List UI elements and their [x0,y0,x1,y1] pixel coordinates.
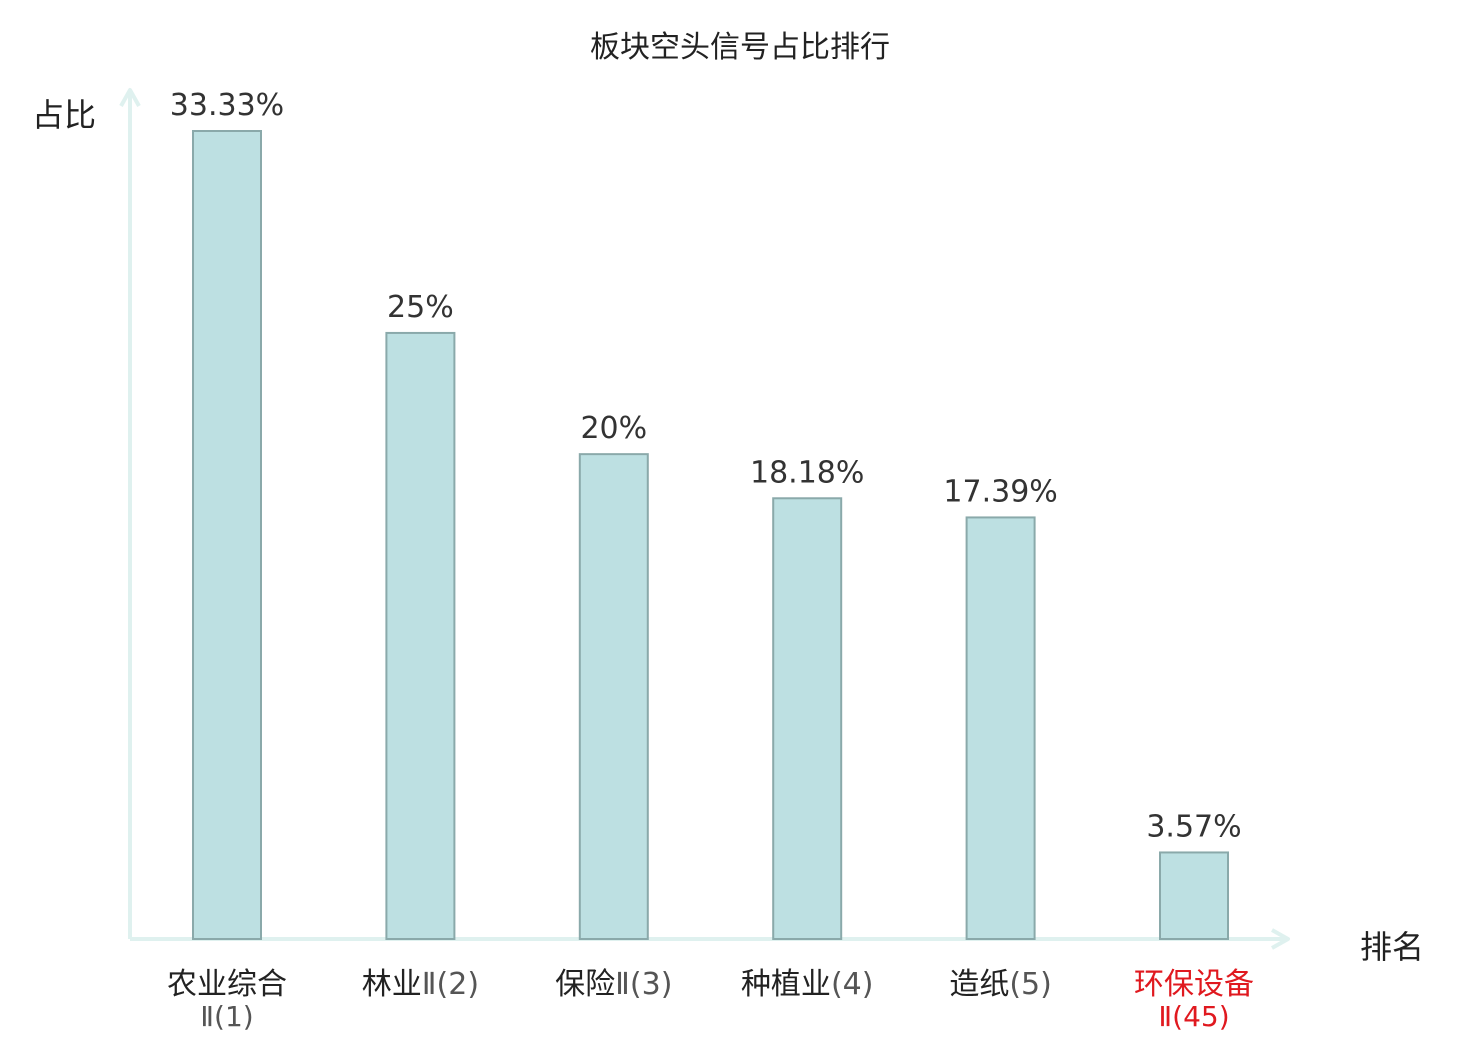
category-label: 环保设备 [1134,967,1254,1002]
chart-title: 板块空头信号占比排行 [590,30,890,65]
value-label: 20% [580,411,647,446]
category-rank: (5) [1009,967,1052,1002]
category-label: 种植业(4) [741,967,874,1002]
bar [965,516,1036,940]
value-label: 3.57% [1146,809,1241,844]
category-name: 种植业 [741,967,831,1002]
category-rank: Ⅱ(2) [422,967,479,1002]
bar [772,497,843,940]
category-label: 造纸(5) [949,967,1052,1002]
category-rank-label: Ⅱ(45) [1158,1000,1229,1033]
bar [578,453,649,940]
category-label: 林业Ⅱ(2) [362,967,479,1002]
category-rank: (4) [831,967,874,1002]
bar [192,130,262,940]
y-axis-arrow [119,88,141,107]
x-axis-arrow [1271,928,1290,950]
bar [1159,851,1229,940]
value-label: 33.33% [170,88,284,123]
category-name: 林业 [362,967,422,1002]
category-label: 农业综合 [167,967,287,1002]
value-label: 18.18% [750,455,864,490]
category-name: 保险 [555,967,615,1002]
value-label: 17.39% [943,474,1057,509]
bar [385,331,456,940]
y-axis-label: 占比 [32,96,97,134]
category-label: 保险Ⅱ(3) [555,967,672,1002]
category-rank: Ⅱ(3) [615,967,672,1002]
category-name: 造纸 [949,967,1009,1002]
value-label: 25% [387,290,454,325]
x-axis-label: 排名 [1360,928,1425,966]
category-rank-label: Ⅱ(1) [200,1000,253,1033]
